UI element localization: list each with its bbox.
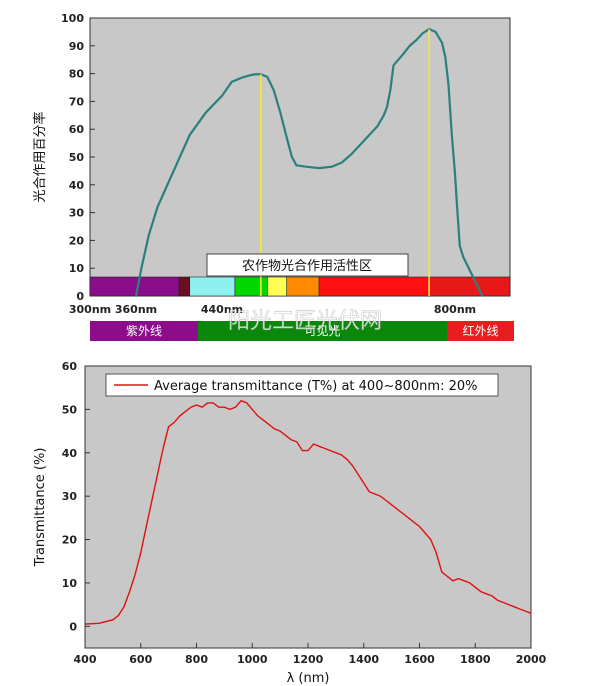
region-bar <box>447 321 514 341</box>
top-banner: 农作物光合作用活性区 <box>206 253 409 277</box>
top-region-bars: 紫外线 可见光 红外线 <box>90 321 514 341</box>
y-tick-label: 20 <box>62 534 78 547</box>
region-label: 可见光 <box>304 324 340 338</box>
top-x-tick-labels: 300nm 360nm 440nm 800nm <box>69 303 476 316</box>
y-tick-label: 10 <box>62 577 78 590</box>
x-tick-label: 800nm <box>434 303 476 316</box>
region-label: 紫外线 <box>126 324 162 338</box>
y-tick-label: 50 <box>69 151 85 164</box>
region-bar <box>198 321 447 341</box>
y-tick-label: 90 <box>69 40 85 53</box>
spectrum-band <box>234 276 268 297</box>
top-y-axis-title: 光合作用百分率 <box>32 111 48 202</box>
y-tick-label: 0 <box>69 620 77 633</box>
x-tick-label: 600 <box>129 653 152 666</box>
x-tick-label: 1400 <box>348 653 379 666</box>
x-tick-label: 2000 <box>516 653 547 666</box>
bottom-x-axis: 400 600 800 1000 1200 1400 1600 1800 2000 <box>74 643 547 666</box>
x-tick-label: 1000 <box>237 653 268 666</box>
x-tick-label: 400 <box>74 653 97 666</box>
y-tick-label: 10 <box>69 262 85 275</box>
bottom-legend: Average transmittance (T%) at 400~800nm:… <box>105 373 499 397</box>
y-tick-label: 30 <box>69 207 85 220</box>
spectrum-band <box>286 276 320 297</box>
x-tick-label: 440nm <box>201 303 243 316</box>
y-tick-label: 100 <box>61 12 84 25</box>
spectrum-band <box>318 276 430 297</box>
spectrum-band <box>89 276 180 297</box>
y-tick-label: 60 <box>62 360 78 373</box>
bottom-chart: 0 10 20 30 40 50 60 400 600 800 1000 1200 1400 1600 1… <box>33 360 547 686</box>
spectrum-band <box>428 276 511 297</box>
y-tick-label: 40 <box>69 179 85 192</box>
bottom-y-axis-title: Transmittance (%) <box>33 448 48 568</box>
bottom-y-axis: 0 10 20 30 40 50 60 <box>62 360 90 633</box>
top-banner-label: 农作物光合作用活性区 <box>242 259 372 274</box>
y-tick-label: 50 <box>62 403 78 416</box>
top-plot-area <box>89 17 511 297</box>
region-bar <box>90 321 198 341</box>
top-spectrum-strip <box>89 276 511 297</box>
top-y-axis: 0 10 20 30 40 50 60 70 80 90 100 <box>61 12 95 303</box>
top-series-line <box>134 27 484 297</box>
y-tick-label: 70 <box>69 95 85 108</box>
bottom-plot-area <box>84 365 532 649</box>
y-tick-label: 40 <box>62 447 78 460</box>
watermark: 阳光工匠光伏网 <box>228 309 382 334</box>
x-tick-label: 360nm <box>115 303 157 316</box>
legend-label: Average transmittance (T%) at 400~800nm:… <box>154 379 477 394</box>
x-tick-label: 1200 <box>293 653 324 666</box>
region-label: 红外线 <box>462 323 498 338</box>
y-tick-label: 0 <box>76 290 84 303</box>
bottom-x-axis-title: λ (nm) <box>287 671 330 686</box>
y-tick-label: 80 <box>69 68 85 81</box>
spectrum-band <box>267 276 288 297</box>
y-tick-label: 30 <box>62 490 78 503</box>
x-tick-label: 300nm <box>69 303 111 316</box>
x-tick-label: 1800 <box>460 653 491 666</box>
y-tick-label: 60 <box>69 123 85 136</box>
bottom-series-line <box>84 399 532 625</box>
spectrum-band <box>178 276 191 297</box>
y-tick-label: 20 <box>69 234 85 247</box>
top-chart: 0 10 20 30 40 50 60 70 80 90 100 农作物光合作用活性区 光合作用百分… <box>32 12 514 341</box>
x-tick-label: 800 <box>185 653 208 666</box>
x-tick-label: 1600 <box>404 653 435 666</box>
spectrum-band <box>189 276 236 297</box>
